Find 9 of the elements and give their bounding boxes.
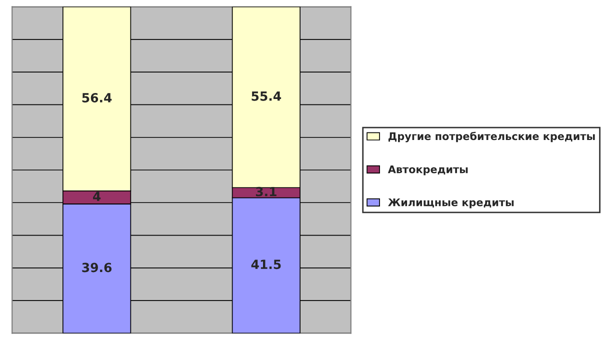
data-label: 3.1	[256, 186, 276, 196]
data-label: 56.4	[82, 93, 112, 102]
data-label: 41.5	[251, 260, 281, 270]
data-label: 39.6	[82, 262, 112, 272]
legend-label: Другие потребительские кредиты	[388, 132, 595, 142]
legend-label: Жилищные кредиты	[388, 198, 514, 208]
data-label: 4	[93, 192, 101, 201]
data-label: 55.4	[252, 92, 282, 101]
legend-label: Автокредиты	[388, 165, 468, 176]
